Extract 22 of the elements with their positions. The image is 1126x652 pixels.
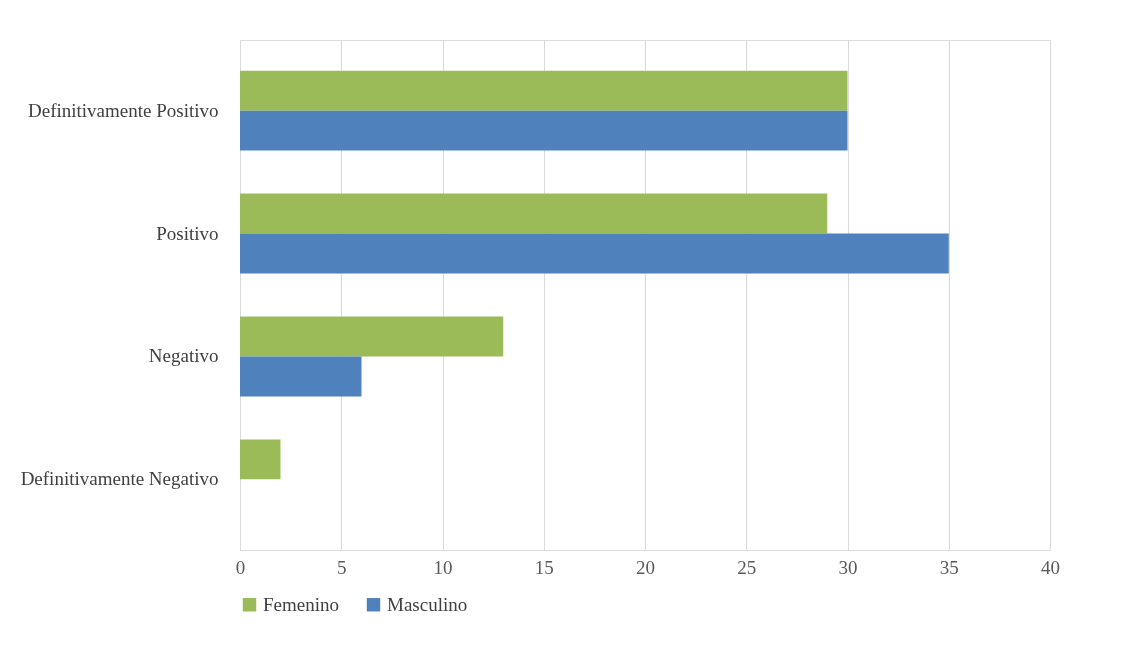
- y-tick-label: Negativo: [148, 345, 219, 367]
- legend-label: Femenino: [263, 593, 339, 615]
- x-tick-label: 0: [235, 556, 246, 578]
- x-tick-label: 20: [636, 556, 655, 578]
- bar: [240, 316, 504, 357]
- bar: [240, 439, 281, 480]
- x-tick-label: 30: [838, 556, 858, 578]
- x-tick-label: 25: [737, 556, 757, 578]
- bar: [240, 356, 362, 397]
- x-tick-label: 15: [534, 556, 554, 578]
- x-tick-label: 35: [939, 556, 959, 578]
- bar: [240, 70, 848, 111]
- y-tick-label: Positivo: [156, 222, 219, 244]
- x-tick-label: 40: [1041, 556, 1060, 578]
- y-tick-label: Definitivamente Positivo: [27, 99, 219, 121]
- x-tick-label: 5: [337, 556, 347, 578]
- y-tick-label: Definitivamente Negativo: [20, 468, 219, 490]
- bar: [240, 110, 848, 151]
- bar: [240, 193, 828, 234]
- bar: [240, 233, 949, 274]
- x-tick-label: 10: [433, 556, 453, 578]
- legend-label: Masculino: [387, 593, 468, 615]
